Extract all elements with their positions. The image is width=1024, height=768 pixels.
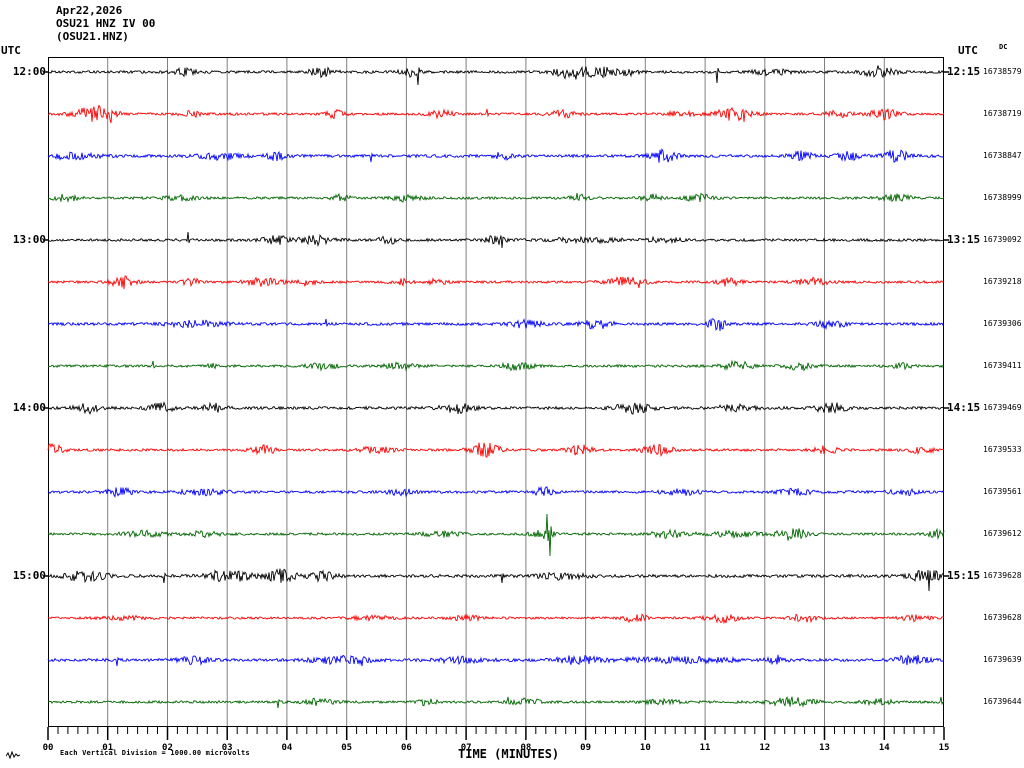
seismo-trace [47, 275, 945, 290]
seismo-trace [47, 65, 945, 86]
seismo-trace [47, 613, 945, 625]
seismo-trace [47, 695, 945, 709]
right-time-label: 12:15 [947, 65, 981, 78]
x-tick-label: 13 [819, 743, 830, 753]
x-tick-label: 10 [639, 743, 651, 753]
right-time-label: 13:15 [947, 233, 981, 246]
trace-counter: 16739533 [983, 445, 1022, 454]
utc-right-label: UTC [958, 44, 978, 57]
plot-frame [48, 57, 944, 727]
x-tick-label: 01 [102, 743, 114, 753]
x-tick-label: 09 [580, 743, 592, 753]
seismo-trace [47, 147, 944, 163]
scale-note: Each Vertical Division = 1000.00 microvo… [60, 749, 250, 757]
seismo-trace [47, 104, 945, 124]
x-tick-label: 15 [938, 743, 950, 753]
trace-counter: 16738999 [983, 193, 1022, 202]
utc-left-label: UTC [1, 44, 21, 57]
trace-counter: 16739644 [983, 697, 1022, 706]
x-tick-label: 05 [341, 743, 353, 753]
x-axis-title: TIME (MINUTES) [458, 747, 560, 761]
trace-counter: 16739306 [983, 319, 1022, 328]
channel-label: (OSU21.HNZ) [56, 30, 129, 43]
date-label: Apr22,2026 [56, 4, 123, 17]
trace-counter: 16739639 [983, 655, 1022, 664]
seismo-trace [47, 513, 945, 557]
trace-counter: 16739628 [983, 613, 1022, 622]
x-tick-label: 07 [460, 743, 472, 753]
trace-counter: 16739218 [983, 277, 1022, 286]
seismo-trace [47, 231, 945, 249]
hour-label: 14:00 [12, 401, 46, 414]
right-time-label: 15:15 [947, 569, 981, 582]
station-label: OSU21 HNZ IV 00 [56, 17, 156, 30]
seismo-trace [47, 654, 944, 667]
x-tick-label: 03 [221, 743, 233, 753]
trace-counter: 16738719 [983, 109, 1022, 118]
seismo-trace [47, 401, 945, 415]
right-time-label: 14:15 [947, 401, 981, 414]
trace-counter: 16739469 [983, 403, 1022, 412]
trace-counter: 16739612 [983, 529, 1022, 538]
hour-label: 15:00 [12, 569, 46, 582]
x-tick-label: 11 [699, 743, 711, 753]
x-tick-label: 14 [878, 743, 890, 753]
hour-label: 12:00 [12, 65, 46, 78]
trace-counter: 16739628 [983, 571, 1022, 580]
x-tick-label: 02 [162, 743, 173, 753]
x-tick-label: 04 [281, 743, 293, 753]
seismo-trace [47, 485, 944, 498]
x-tick-label: 06 [400, 743, 412, 753]
trace-counter: 16739411 [983, 361, 1022, 370]
seismo-trace [47, 568, 945, 592]
x-tick-label: 00 [42, 743, 54, 753]
trace-counter: 16739561 [983, 487, 1022, 496]
x-tick-label: 08 [520, 743, 532, 753]
trace-counter: 16739092 [983, 235, 1022, 244]
seismo-trace [47, 442, 945, 458]
seismo-trace [47, 359, 945, 372]
trace-counter: 16738847 [983, 151, 1022, 160]
dc-label: DC [999, 43, 1008, 51]
hour-label: 13:00 [12, 233, 46, 246]
seismo-trace [47, 192, 945, 203]
x-tick-label: 12 [759, 743, 771, 753]
trace-counter: 16738579 [983, 67, 1022, 76]
seismo-trace [47, 318, 945, 332]
